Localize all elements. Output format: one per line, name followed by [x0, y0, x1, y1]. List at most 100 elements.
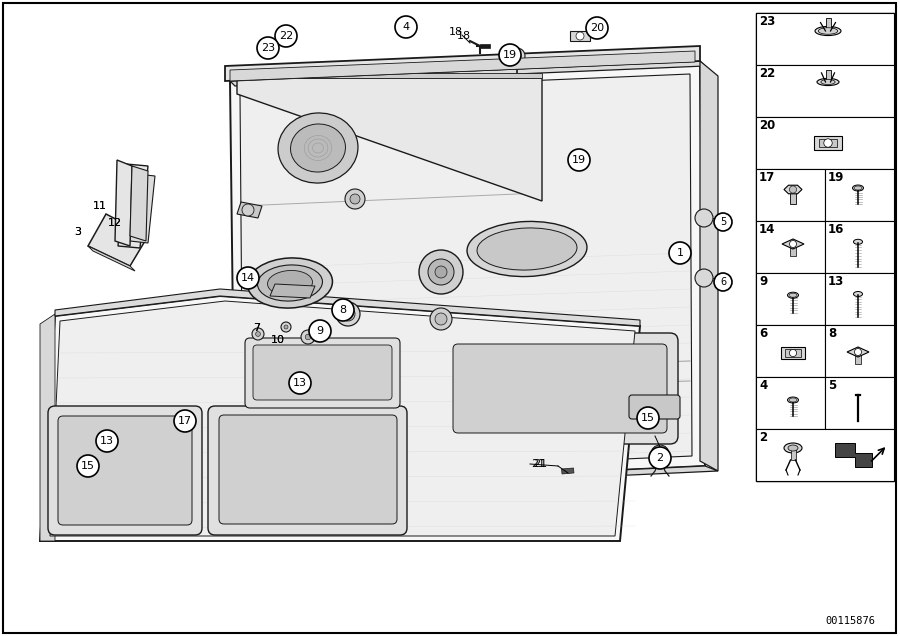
Circle shape — [649, 447, 671, 469]
Text: 10: 10 — [271, 335, 285, 345]
Ellipse shape — [854, 186, 862, 190]
Circle shape — [419, 250, 463, 294]
Ellipse shape — [278, 113, 358, 183]
Text: 8: 8 — [339, 305, 346, 315]
Text: 18: 18 — [449, 27, 464, 37]
Circle shape — [576, 32, 584, 40]
Text: 6: 6 — [759, 327, 767, 340]
Circle shape — [395, 16, 417, 38]
Polygon shape — [40, 296, 640, 541]
Circle shape — [336, 302, 360, 326]
Bar — [756, 13, 894, 65]
Polygon shape — [700, 61, 718, 471]
Ellipse shape — [788, 445, 798, 451]
Bar — [790, 446, 796, 460]
Polygon shape — [230, 61, 705, 86]
Polygon shape — [130, 166, 148, 241]
Bar — [825, 169, 894, 221]
FancyBboxPatch shape — [453, 344, 667, 433]
Circle shape — [435, 313, 447, 325]
Text: 19: 19 — [828, 171, 844, 184]
Text: 23: 23 — [759, 15, 775, 28]
Ellipse shape — [291, 124, 346, 172]
Text: 14: 14 — [241, 273, 255, 283]
Circle shape — [305, 334, 310, 340]
Ellipse shape — [477, 228, 577, 270]
Bar — [756, 325, 825, 377]
Polygon shape — [115, 160, 132, 246]
Ellipse shape — [257, 265, 322, 301]
Text: 10: 10 — [271, 335, 285, 345]
Bar — [756, 221, 825, 273]
Text: 22: 22 — [279, 31, 293, 41]
Circle shape — [275, 25, 297, 47]
Text: 21: 21 — [531, 459, 545, 469]
Text: 21: 21 — [533, 459, 547, 469]
Ellipse shape — [788, 397, 798, 403]
Ellipse shape — [248, 258, 332, 308]
Ellipse shape — [815, 27, 841, 36]
Circle shape — [714, 213, 732, 231]
Circle shape — [824, 139, 832, 147]
Circle shape — [695, 209, 713, 227]
Text: 7: 7 — [254, 323, 261, 333]
FancyBboxPatch shape — [629, 395, 680, 419]
Bar — [480, 44, 490, 48]
Text: 9: 9 — [317, 326, 324, 336]
Bar — [756, 429, 894, 481]
Circle shape — [669, 242, 691, 264]
Polygon shape — [240, 74, 692, 476]
Text: 15: 15 — [81, 461, 95, 471]
Circle shape — [281, 322, 291, 332]
Polygon shape — [237, 73, 542, 78]
Polygon shape — [782, 239, 804, 249]
Ellipse shape — [784, 443, 802, 453]
Polygon shape — [230, 51, 695, 81]
FancyBboxPatch shape — [208, 406, 407, 535]
Text: 8: 8 — [828, 327, 836, 340]
Polygon shape — [237, 202, 262, 218]
FancyBboxPatch shape — [253, 345, 392, 400]
Text: 14: 14 — [759, 223, 776, 236]
Text: 12: 12 — [108, 218, 122, 228]
Polygon shape — [270, 284, 315, 298]
Text: 19: 19 — [503, 50, 517, 60]
Circle shape — [789, 240, 796, 247]
Bar — [825, 273, 894, 325]
Text: 00115876: 00115876 — [825, 616, 875, 626]
Polygon shape — [118, 164, 148, 248]
Polygon shape — [570, 31, 590, 41]
Bar — [825, 325, 894, 377]
Circle shape — [637, 407, 659, 429]
Circle shape — [499, 44, 521, 66]
Ellipse shape — [817, 78, 839, 86]
Circle shape — [96, 430, 118, 452]
Text: 5: 5 — [720, 217, 726, 227]
Text: 13: 13 — [828, 275, 844, 288]
Polygon shape — [130, 174, 155, 243]
Text: 22: 22 — [759, 67, 775, 80]
Bar — [756, 169, 825, 221]
Bar — [825, 18, 831, 32]
FancyBboxPatch shape — [245, 338, 400, 408]
Bar — [756, 273, 825, 325]
Circle shape — [651, 445, 669, 463]
Text: 20: 20 — [590, 23, 604, 33]
Text: 3: 3 — [75, 227, 82, 237]
Bar — [855, 351, 861, 364]
Polygon shape — [225, 46, 700, 81]
Text: 3: 3 — [75, 227, 82, 237]
Bar — [790, 243, 796, 256]
Circle shape — [586, 17, 608, 39]
Bar — [825, 221, 894, 273]
Ellipse shape — [789, 293, 797, 297]
Ellipse shape — [852, 185, 863, 191]
Bar — [825, 70, 831, 83]
Circle shape — [252, 328, 264, 340]
Polygon shape — [847, 347, 869, 357]
Bar — [756, 65, 894, 117]
Text: 17: 17 — [178, 416, 192, 426]
Ellipse shape — [818, 28, 838, 34]
Circle shape — [350, 194, 360, 204]
Polygon shape — [88, 214, 148, 266]
